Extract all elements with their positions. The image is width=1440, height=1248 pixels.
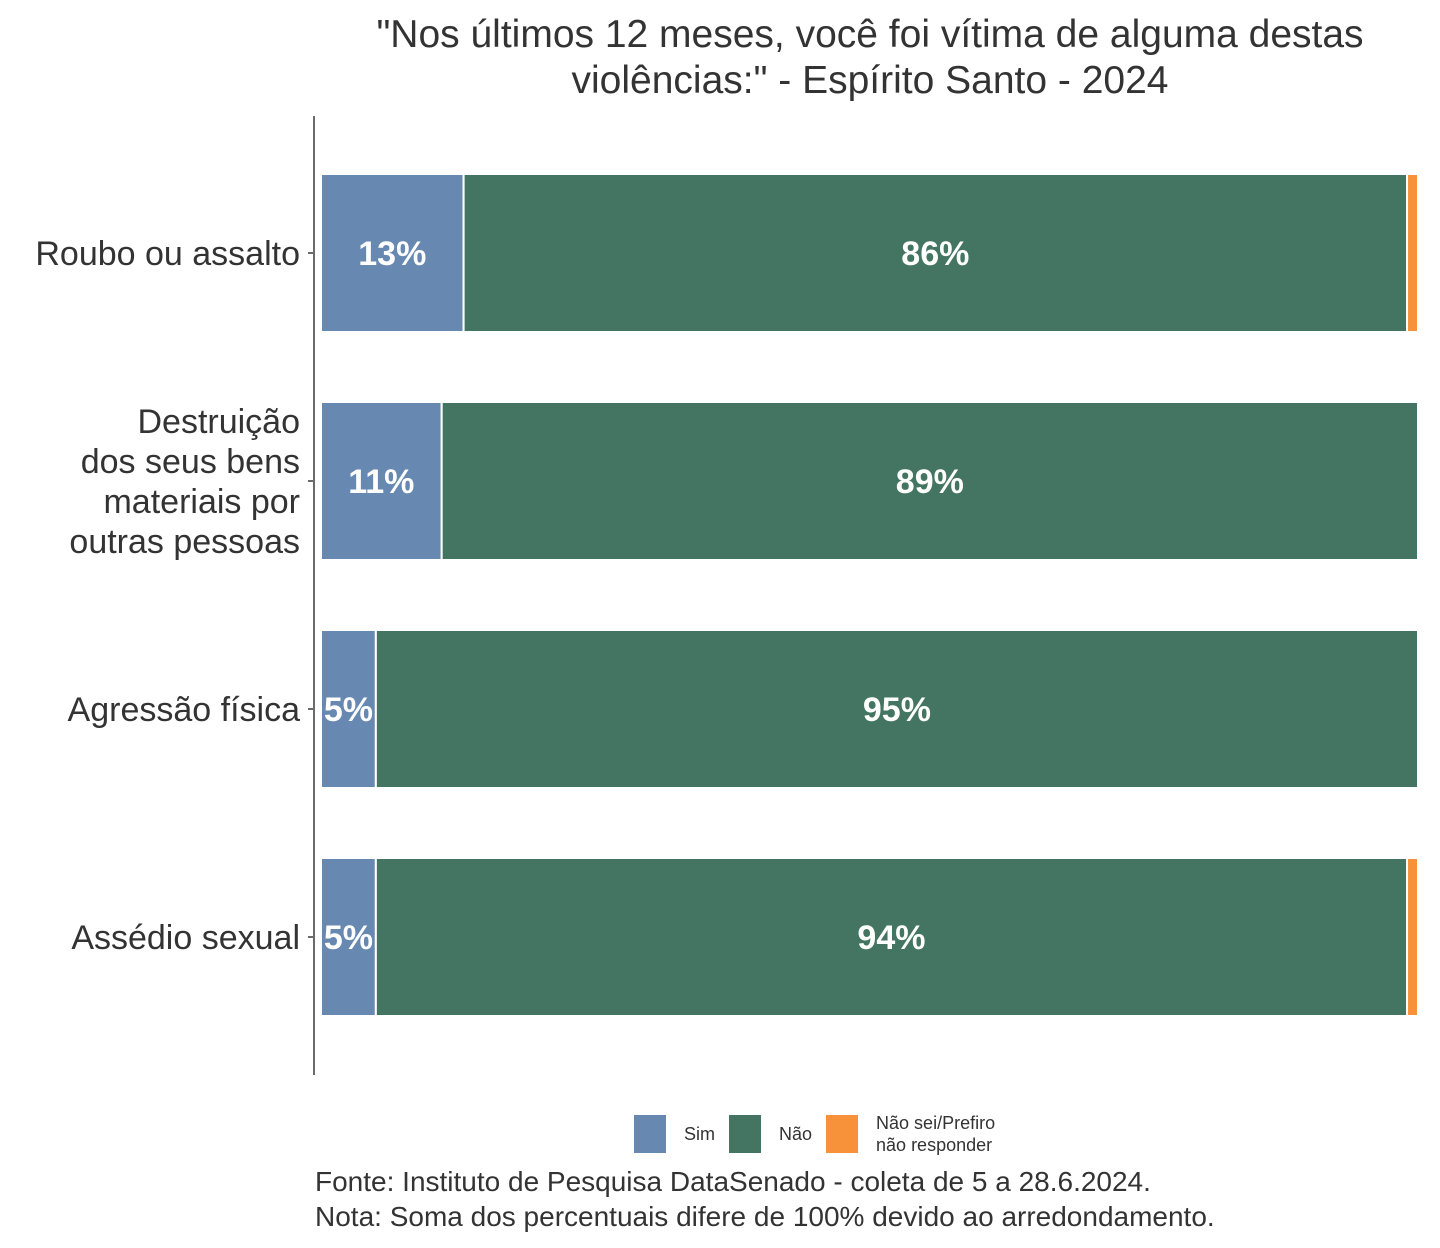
bar-sim-roubo-ou-assalto <box>320 173 465 333</box>
legend-label: Sim <box>684 1124 715 1144</box>
bar-nao-sei-prefiro-roubo-ou-assalto <box>1406 173 1420 333</box>
category-label-agressao-fisica: Agressão física <box>68 691 301 729</box>
data-label-nao-roubo-ou-assalto: 86% <box>901 235 969 273</box>
rounding-note: Nota: Soma dos percentuais difere de 100… <box>315 1201 1215 1232</box>
legend-item-sim: Sim <box>634 1115 715 1153</box>
bar-nao-sei-prefiro-assedio-sexual <box>1406 857 1420 1017</box>
data-label-nao-agressao-fisica: 95% <box>863 691 931 729</box>
chart-title: "Nos últimos 12 meses, você foi vítima d… <box>376 13 1364 102</box>
legend: Sim Não Não sei/Prefiro não responder <box>634 1112 1009 1156</box>
bar-nao-assedio-sexual <box>374 857 1409 1017</box>
legend-label: Não sei/Prefiro não responder <box>876 1113 996 1155</box>
category-label-assedio-sexual: Assédio sexual <box>71 919 300 957</box>
legend-swatch <box>729 1115 761 1153</box>
data-label-sim-destruicao: 11% <box>348 463 414 501</box>
bar-nao-agressao-fisica <box>374 629 1420 789</box>
data-label-sim-assedio-sexual: 5% <box>324 919 373 957</box>
legend-label: Não <box>779 1124 813 1144</box>
bar-nao-destruicao <box>440 401 1420 561</box>
category-label-destruicao: Destruição dos seus bens materiais por outr… <box>69 403 300 561</box>
legend-swatch <box>826 1115 859 1153</box>
bar-chart: Roubo ou assalto 13% 86% Destruição dos seus… <box>35 116 1420 1075</box>
source-note: Fonte: Instituto de Pesquisa DataSenado … <box>315 1166 1151 1197</box>
data-label-sim-agressao-fisica: 5% <box>324 691 373 729</box>
footnote: Fonte: Instituto de Pesquisa DataSenado … <box>315 1164 1215 1234</box>
data-label-nao-assedio-sexual: 94% <box>857 919 925 957</box>
bar-nao-roubo-ou-assalto <box>462 173 1409 333</box>
legend-item-nao: Não <box>729 1115 812 1153</box>
data-label-sim-roubo-ou-assalto: 13% <box>358 235 426 273</box>
bar-sim-assedio-sexual <box>320 857 377 1017</box>
legend-item-nao-sei-prefiro: Não sei/Prefiro não responder <box>826 1112 995 1156</box>
category-label-roubo-ou-assalto: Roubo ou assalto <box>35 235 300 273</box>
bar-sim-destruicao <box>320 401 443 561</box>
legend-swatch <box>634 1115 666 1153</box>
data-label-nao-destruicao: 89% <box>896 463 964 501</box>
